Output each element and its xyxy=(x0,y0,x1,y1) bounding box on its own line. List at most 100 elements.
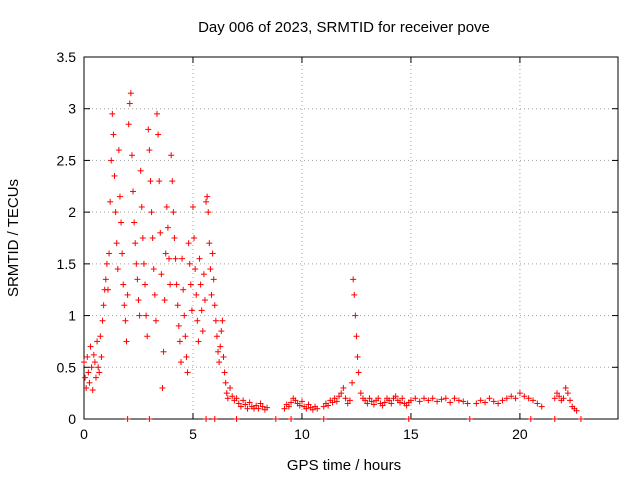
data-point xyxy=(567,397,574,404)
data-point xyxy=(82,374,89,381)
data-point xyxy=(573,407,580,414)
data-point xyxy=(362,397,369,404)
zero-data-point xyxy=(124,416,131,422)
data-point xyxy=(218,328,225,335)
data-point xyxy=(562,384,569,391)
data-point xyxy=(176,338,183,345)
data-point xyxy=(106,250,113,257)
data-point xyxy=(246,399,253,406)
data-point xyxy=(119,250,126,257)
data-point xyxy=(175,322,182,329)
data-point xyxy=(138,203,145,210)
data-point xyxy=(189,203,196,210)
data-point xyxy=(156,178,163,185)
data-point xyxy=(351,291,358,298)
data-point xyxy=(227,384,234,391)
data-point xyxy=(199,328,206,335)
zero-data-point xyxy=(551,416,558,422)
data-point xyxy=(429,395,436,402)
data-point xyxy=(126,100,133,107)
data-point xyxy=(170,209,177,216)
data-point xyxy=(235,400,242,407)
y-tick-label: 2 xyxy=(68,204,76,220)
data-point xyxy=(121,302,128,309)
zero-data-point xyxy=(320,416,327,422)
data-point xyxy=(92,374,99,381)
data-point xyxy=(209,250,216,257)
data-point xyxy=(253,402,260,409)
data-point xyxy=(132,240,139,247)
data-point xyxy=(285,403,292,410)
data-point xyxy=(185,240,192,247)
data-point xyxy=(164,224,171,231)
data-point xyxy=(314,405,321,412)
data-point xyxy=(521,393,528,400)
data-point xyxy=(150,266,157,273)
data-point xyxy=(160,348,167,355)
data-point xyxy=(259,403,266,410)
data-point xyxy=(148,209,155,216)
data-point xyxy=(303,405,310,412)
data-point xyxy=(112,209,119,216)
data-point xyxy=(146,147,153,154)
data-point xyxy=(194,317,201,324)
data-point xyxy=(217,343,224,350)
data-point xyxy=(219,317,226,324)
data-point xyxy=(212,317,219,324)
data-point xyxy=(180,286,187,293)
data-point xyxy=(342,395,349,402)
data-point xyxy=(392,393,399,400)
data-point xyxy=(525,395,532,402)
data-point xyxy=(167,281,174,288)
data-point xyxy=(87,343,94,350)
data-point xyxy=(242,401,249,408)
data-point xyxy=(211,302,218,309)
data-point xyxy=(135,297,142,304)
data-point xyxy=(128,152,135,159)
data-point xyxy=(237,403,244,410)
data-point xyxy=(123,338,130,345)
data-point xyxy=(144,333,151,340)
data-point xyxy=(124,291,131,298)
data-point xyxy=(386,397,393,404)
x-tick-label: 0 xyxy=(80,426,88,442)
data-point xyxy=(130,188,137,195)
y-tick-label: 1 xyxy=(68,308,76,324)
data-point xyxy=(357,390,364,397)
data-point xyxy=(136,312,143,319)
data-point xyxy=(186,260,193,267)
data-point xyxy=(114,266,121,273)
data-point xyxy=(102,276,109,283)
data-point xyxy=(338,390,345,397)
zero-data-point xyxy=(272,416,279,422)
zero-data-point xyxy=(288,416,295,422)
data-point xyxy=(412,395,419,402)
data-point xyxy=(193,291,200,298)
data-point xyxy=(447,399,454,406)
data-point xyxy=(298,398,305,405)
data-point xyxy=(224,395,231,402)
data-point xyxy=(196,255,203,262)
data-point xyxy=(88,364,95,371)
data-point xyxy=(353,333,360,340)
data-point xyxy=(223,390,230,397)
data-point xyxy=(197,281,204,288)
data-point xyxy=(168,152,175,159)
data-point xyxy=(200,271,207,278)
data-point xyxy=(188,307,195,314)
data-point xyxy=(473,400,480,407)
data-point xyxy=(220,353,227,360)
zero-data-point xyxy=(211,416,218,422)
data-point xyxy=(221,369,228,376)
data-point xyxy=(155,131,162,138)
data-point xyxy=(169,178,176,185)
data-point xyxy=(107,198,114,205)
x-axis-label: GPS time / hours xyxy=(287,457,401,474)
data-point xyxy=(438,396,445,403)
data-point xyxy=(205,209,212,216)
data-point xyxy=(344,400,351,407)
data-point xyxy=(85,369,92,376)
data-point xyxy=(157,229,164,236)
data-point xyxy=(95,364,102,371)
